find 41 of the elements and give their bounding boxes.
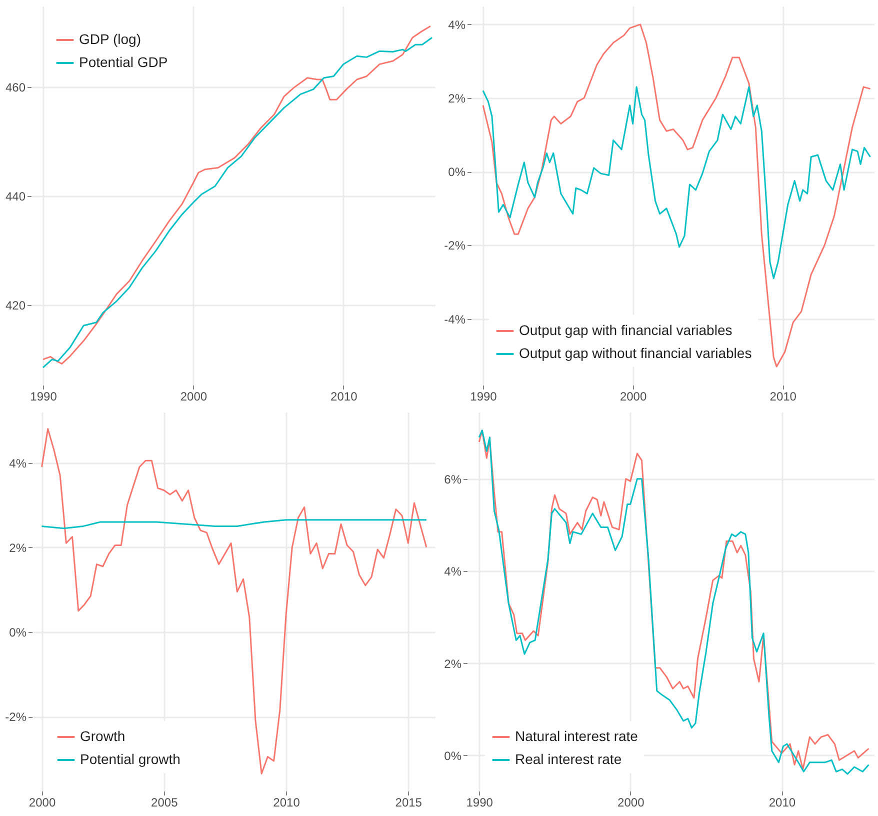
- x-tick-label: 2000: [28, 796, 56, 810]
- y-tick-label: 2%: [444, 656, 462, 671]
- legend-label: Output gap without financial variables: [519, 345, 752, 361]
- line-series: [41, 519, 428, 530]
- y-tick-label: 420: [5, 298, 26, 312]
- legend-label: Growth: [80, 728, 126, 744]
- x-tick-label: 1990: [470, 390, 498, 404]
- x-tick-label: 2010: [770, 390, 797, 404]
- y-tick-label: 2%: [9, 540, 27, 555]
- legend-label: Output gap with financial variables: [519, 322, 732, 338]
- legend-label: Real interest rate: [515, 751, 622, 767]
- x-tick-label: 2015: [395, 796, 422, 810]
- line-series: [41, 428, 428, 774]
- y-tick-label: -2%: [444, 238, 466, 253]
- x-tick-label: 2010: [330, 390, 358, 404]
- x-tick-label: 1990: [30, 390, 58, 404]
- y-tick-label: 2%: [448, 91, 466, 106]
- y-tick-label: 4%: [448, 18, 466, 32]
- y-tick-label: 6%: [444, 472, 462, 486]
- y-tick-label: 4%: [444, 564, 462, 579]
- y-tick-label: 460: [5, 80, 26, 95]
- y-tick-label: 440: [5, 190, 26, 204]
- x-tick-label: 2000: [620, 390, 647, 404]
- line-series: [482, 24, 872, 368]
- x-tick-label: 2000: [618, 796, 645, 810]
- y-tick-label: -2%: [5, 710, 27, 724]
- y-tick-label: 4%: [9, 456, 27, 470]
- legend-label: GDP (log): [79, 31, 141, 47]
- legend-label: Potential GDP: [79, 54, 168, 70]
- y-tick-label: -4%: [444, 312, 466, 326]
- x-tick-label: 2000: [180, 390, 208, 404]
- x-tick-label: 2010: [768, 796, 796, 810]
- y-tick-label: 0%: [444, 749, 462, 763]
- x-tick-label: 2005: [151, 796, 178, 810]
- x-tick-label: 1990: [466, 796, 494, 810]
- y-tick-label: 0%: [448, 165, 466, 180]
- x-tick-label: 2010: [273, 796, 300, 810]
- legend-label: Natural interest rate: [515, 728, 638, 744]
- line-series: [482, 86, 872, 280]
- legend-label: Potential growth: [80, 751, 180, 767]
- y-tick-label: 0%: [9, 625, 27, 640]
